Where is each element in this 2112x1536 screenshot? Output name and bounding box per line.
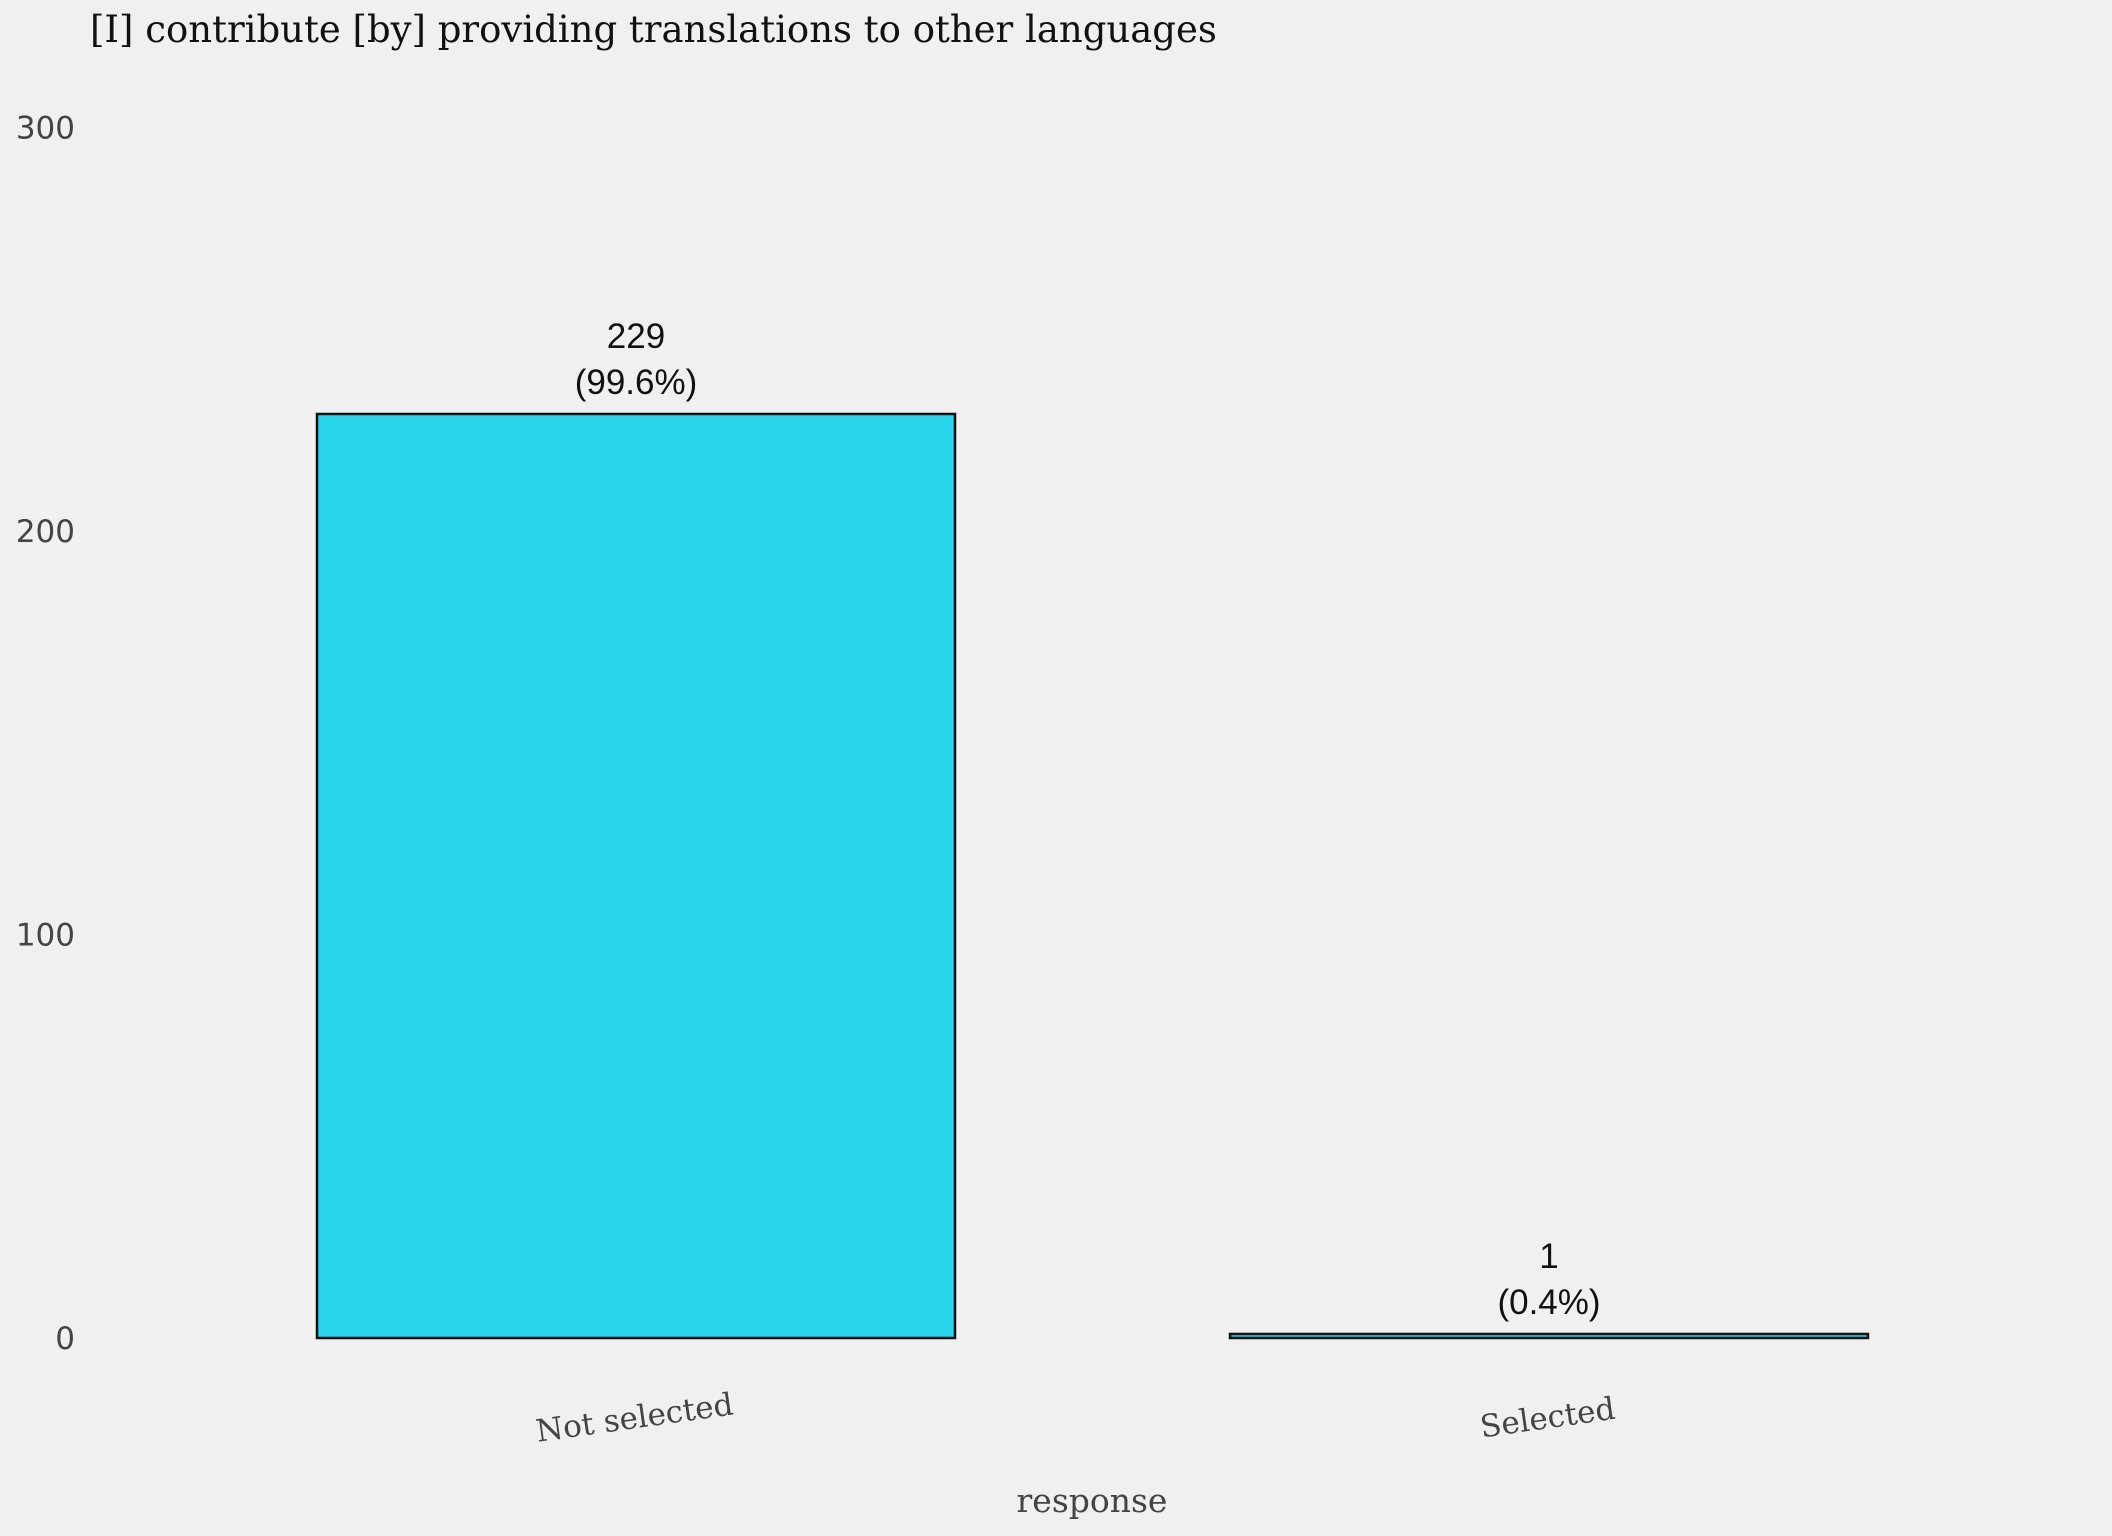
bar [1228, 1332, 1870, 1340]
y-axis-ticks: 0 100 200 300 [16, 111, 75, 1358]
y-tick-label: 200 [16, 514, 75, 550]
y-tick-label: 300 [16, 111, 75, 147]
bar [315, 412, 957, 1340]
bar-value-label: 229 [607, 317, 665, 356]
y-tick-label: 0 [55, 1321, 75, 1357]
chart-title: [I] contribute [by] providing translatio… [90, 8, 1217, 51]
bar-percent-label: (99.6%) [575, 363, 698, 402]
data-labels: 229 (99.6%) 1 (0.4%) [575, 317, 1601, 1322]
bar-value-label: 1 [1539, 1237, 1558, 1276]
x-tick-label: Selected [1478, 1391, 1618, 1446]
x-axis-tick-labels: Not selected Selected [534, 1386, 1618, 1449]
bar-percent-label: (0.4%) [1497, 1283, 1600, 1322]
x-axis-title: response [1017, 1481, 1168, 1520]
y-tick-label: 100 [16, 918, 75, 954]
x-tick-label: Not selected [534, 1386, 736, 1449]
bars [315, 412, 1870, 1340]
